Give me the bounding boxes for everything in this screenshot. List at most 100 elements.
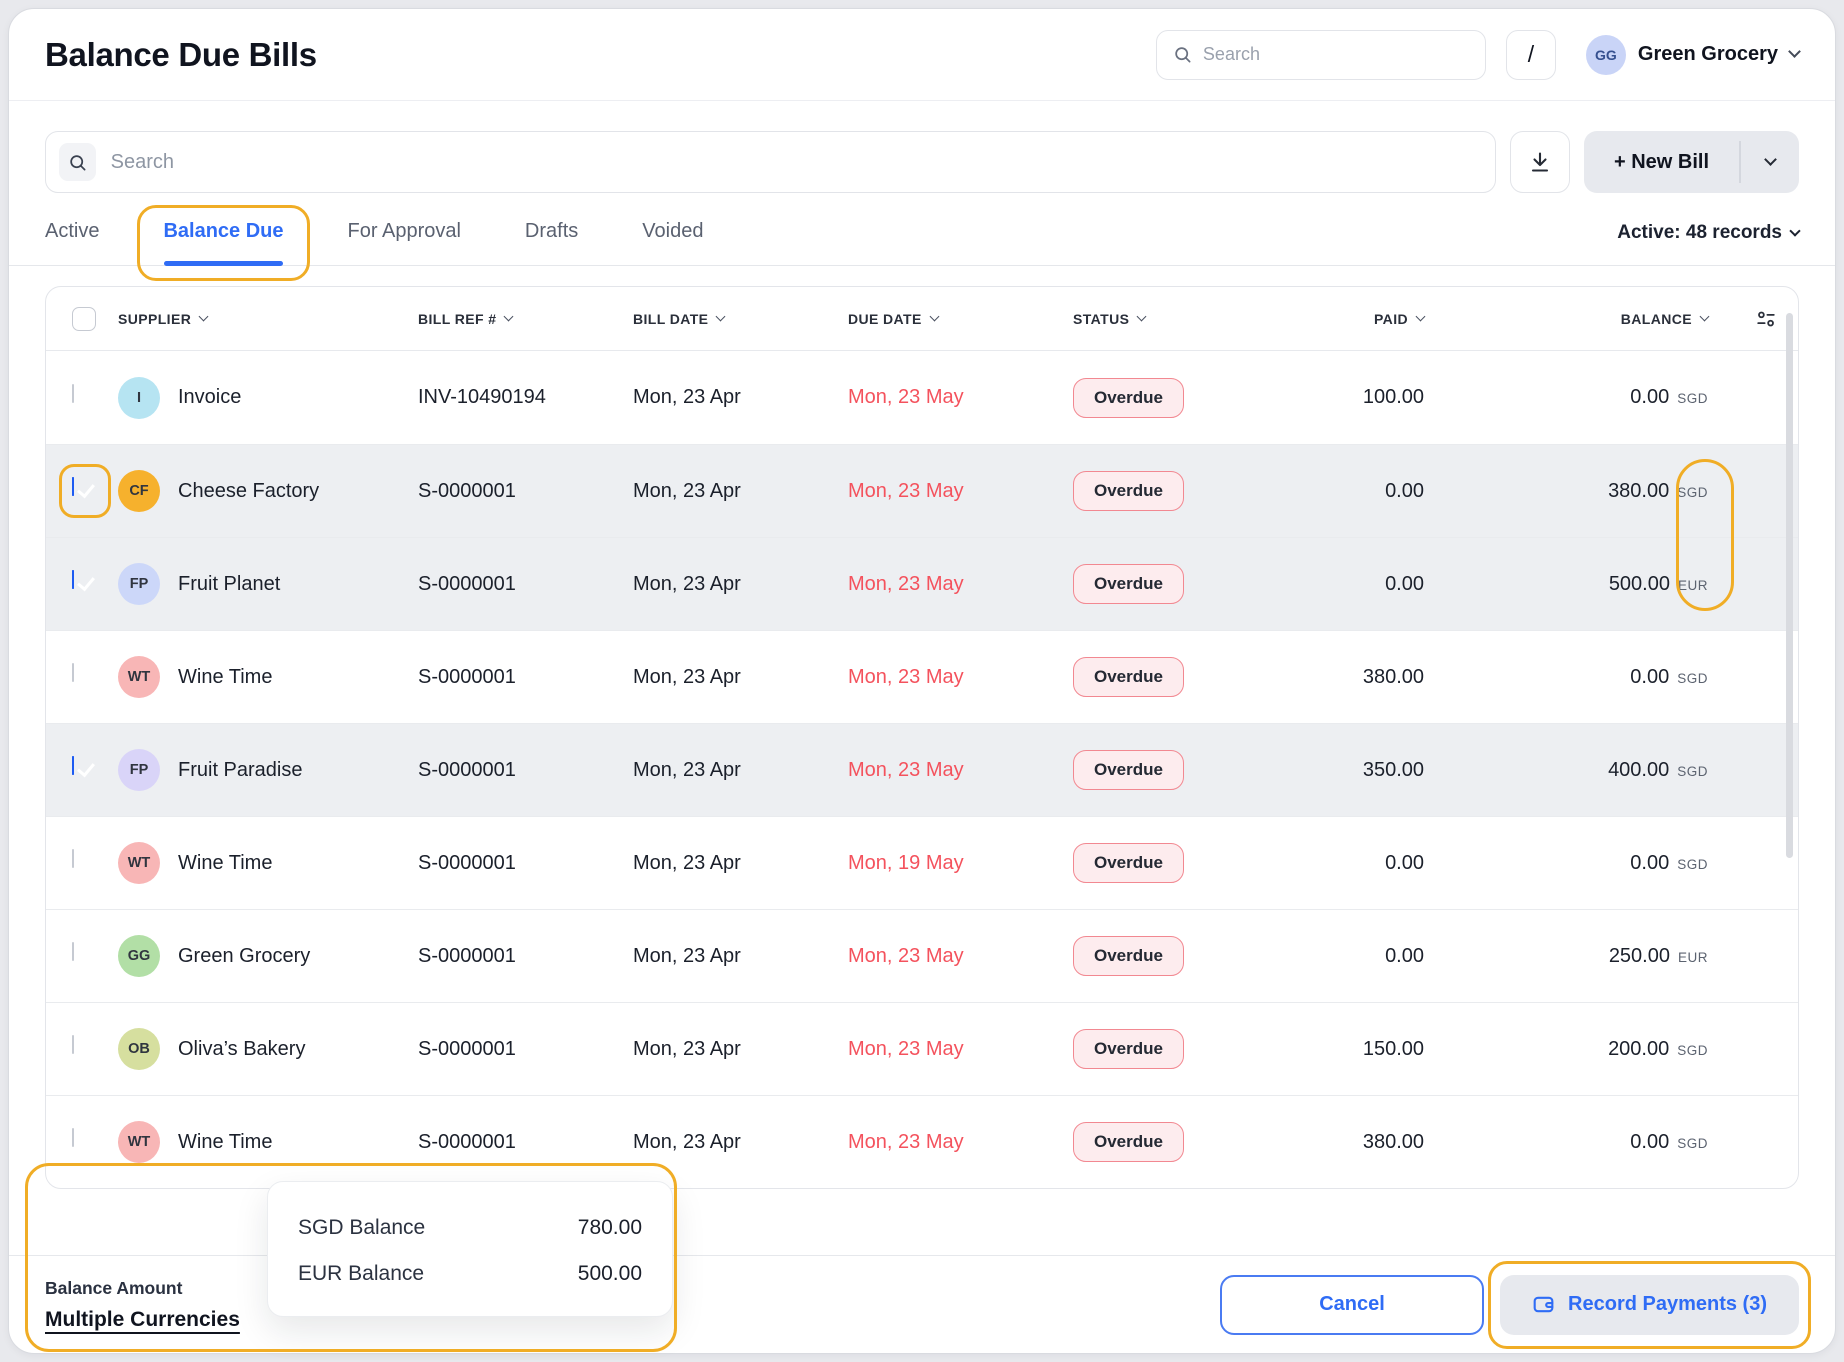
status-badge: Overdue [1073, 378, 1184, 418]
multiple-currencies-link[interactable]: Multiple Currencies [45, 1308, 240, 1332]
status-cell: Overdue [1073, 471, 1288, 511]
bill-date-cell: Mon, 23 Apr [633, 759, 848, 782]
annotation-highlight [137, 205, 309, 281]
row-checkbox[interactable] [72, 1035, 74, 1054]
account-menu[interactable]: GG Green Grocery [1586, 35, 1799, 75]
status-badge: Overdue [1073, 1122, 1184, 1162]
bill-date-cell: Mon, 23 Apr [633, 1038, 848, 1061]
tab-label: Active [45, 220, 99, 242]
chevron-down-icon [1700, 312, 1710, 322]
bill-ref-cell: S-0000001 [418, 852, 633, 875]
balance-amount-block: Balance Amount Multiple Currencies [45, 1278, 240, 1332]
new-bill-button[interactable]: + New Bill [1584, 131, 1739, 193]
table-row[interactable]: I Invoice INV-10490194 Mon, 23 Apr Mon, … [46, 351, 1798, 444]
balance-amount: 500.00 [1609, 573, 1670, 596]
row-checkbox[interactable] [72, 570, 74, 589]
chevron-down-icon [1137, 312, 1147, 322]
balance-cell: 400.00 SGD [1424, 759, 1734, 782]
bills-search[interactable] [45, 131, 1496, 193]
table-row[interactable]: OB Oliva’s Bakery S-0000001 Mon, 23 Apr … [46, 1002, 1798, 1095]
status-cell: Overdue [1073, 1122, 1288, 1162]
row-checkbox[interactable] [72, 849, 74, 868]
records-summary-dropdown[interactable]: Active: 48 records [1617, 222, 1799, 266]
global-search[interactable] [1156, 30, 1486, 80]
status-cell: Overdue [1073, 750, 1288, 790]
search-icon [1173, 45, 1192, 64]
balance-amount: 0.00 [1630, 386, 1669, 409]
supplier-cell: OB Oliva’s Bakery [118, 1028, 418, 1070]
supplier-name: Wine Time [178, 1131, 272, 1154]
row-checkbox-cell [46, 571, 118, 597]
table-row[interactable]: GG Green Grocery S-0000001 Mon, 23 Apr M… [46, 909, 1798, 1002]
tabs-section: Active Balance Due For Approval [9, 219, 1835, 266]
row-checkbox[interactable] [72, 1128, 74, 1147]
column-header-status[interactable]: STATUS [1073, 311, 1288, 327]
tabs: Active Balance Due For Approval [45, 219, 703, 266]
status-cell: Overdue [1073, 1029, 1288, 1069]
download-button[interactable] [1510, 131, 1570, 193]
column-header-paid[interactable]: PAID [1288, 311, 1424, 327]
supplier-avatar: CF [118, 470, 160, 512]
column-header-bill-ref[interactable]: BILL REF # [418, 311, 633, 327]
chevron-down-icon [199, 312, 209, 322]
table-row[interactable]: WT Wine Time S-0000001 Mon, 23 Apr Mon, … [46, 1095, 1798, 1188]
column-header-balance[interactable]: BALANCE [1424, 311, 1734, 327]
row-checkbox[interactable] [72, 663, 74, 682]
bill-date-cell: Mon, 23 Apr [633, 852, 848, 875]
supplier-name: Cheese Factory [178, 480, 319, 503]
column-header-due-date[interactable]: DUE DATE [848, 311, 1073, 327]
row-checkbox-cell [46, 1129, 118, 1155]
page-title: Balance Due Bills [45, 36, 317, 74]
table-row[interactable]: WT Wine Time S-0000001 Mon, 23 Apr Mon, … [46, 816, 1798, 909]
due-date-cell: Mon, 19 May [848, 852, 1073, 875]
chevron-down-icon [1789, 225, 1800, 236]
table-row[interactable]: CF Cheese Factory S-0000001 Mon, 23 Apr … [46, 444, 1798, 537]
status-cell: Overdue [1073, 564, 1288, 604]
balance-amount-label: Balance Amount [45, 1278, 240, 1299]
select-all-checkbox[interactable] [72, 307, 96, 331]
due-date-cell: Mon, 23 May [848, 1131, 1073, 1154]
table-row[interactable]: FP Fruit Paradise S-0000001 Mon, 23 Apr … [46, 723, 1798, 816]
shortcut-slash-button[interactable]: / [1506, 30, 1556, 80]
table-row[interactable]: FP Fruit Planet S-0000001 Mon, 23 Apr Mo… [46, 537, 1798, 630]
cancel-button[interactable]: Cancel [1220, 1275, 1484, 1335]
tab[interactable]: Balance Due [163, 219, 283, 266]
tab-label: For Approval [348, 220, 461, 242]
chevron-down-icon [504, 312, 514, 322]
tooltip-row: EUR Balance 500.00 [298, 1262, 642, 1286]
header-right: / GG Green Grocery [1156, 30, 1799, 80]
bill-ref-cell: S-0000001 [418, 1038, 633, 1061]
row-checkbox[interactable] [72, 756, 74, 775]
bill-date-cell: Mon, 23 Apr [633, 666, 848, 689]
global-search-input[interactable] [1203, 44, 1469, 65]
table-row[interactable]: WT Wine Time S-0000001 Mon, 23 Apr Mon, … [46, 630, 1798, 723]
new-bill-dropdown-button[interactable] [1741, 131, 1799, 193]
supplier-name: Oliva’s Bakery [178, 1038, 305, 1061]
vertical-scrollbar[interactable] [1786, 313, 1793, 858]
paid-cell: 350.00 [1288, 759, 1424, 782]
account-name: Green Grocery [1638, 43, 1778, 66]
tab[interactable]: Voided [642, 219, 703, 266]
records-summary-label: Active: 48 records [1617, 222, 1782, 243]
tab[interactable]: For Approval [348, 219, 461, 266]
tooltip-label: SGD Balance [298, 1216, 425, 1240]
status-badge: Overdue [1073, 657, 1184, 697]
bill-ref-cell: INV-10490194 [418, 386, 633, 409]
bill-date-cell: Mon, 23 Apr [633, 573, 848, 596]
status-cell: Overdue [1073, 843, 1288, 883]
bill-ref-cell: S-0000001 [418, 666, 633, 689]
tab[interactable]: Active [45, 219, 99, 266]
balance-amount: 0.00 [1630, 1131, 1669, 1154]
record-payments-button[interactable]: Record Payments (3) [1500, 1275, 1799, 1335]
search-icon [59, 143, 96, 181]
balance-currency: SGD [1677, 1043, 1708, 1058]
column-header-bill-date[interactable]: BILL DATE [633, 311, 848, 327]
status-badge: Overdue [1073, 936, 1184, 976]
bills-search-input[interactable] [111, 151, 1482, 174]
balance-summary-tooltip: SGD Balance 780.00 EUR Balance 500.00 [267, 1181, 673, 1317]
row-checkbox[interactable] [72, 942, 74, 961]
column-header-supplier[interactable]: SUPPLIER [118, 311, 418, 327]
row-checkbox[interactable] [72, 384, 74, 403]
row-checkbox[interactable] [72, 477, 74, 496]
tab[interactable]: Drafts [525, 219, 578, 266]
